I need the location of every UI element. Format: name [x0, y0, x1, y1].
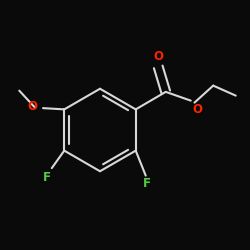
Text: O: O [153, 50, 163, 63]
Text: O: O [27, 100, 37, 114]
Text: F: F [43, 171, 51, 183]
Text: F: F [143, 177, 151, 190]
Text: O: O [192, 102, 202, 116]
